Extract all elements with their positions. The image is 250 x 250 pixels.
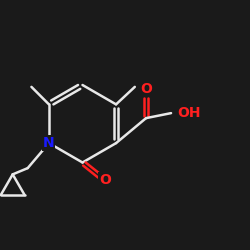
Text: O: O <box>140 82 152 96</box>
Text: OH: OH <box>177 106 201 120</box>
Text: N: N <box>43 136 55 150</box>
Text: O: O <box>99 173 111 187</box>
